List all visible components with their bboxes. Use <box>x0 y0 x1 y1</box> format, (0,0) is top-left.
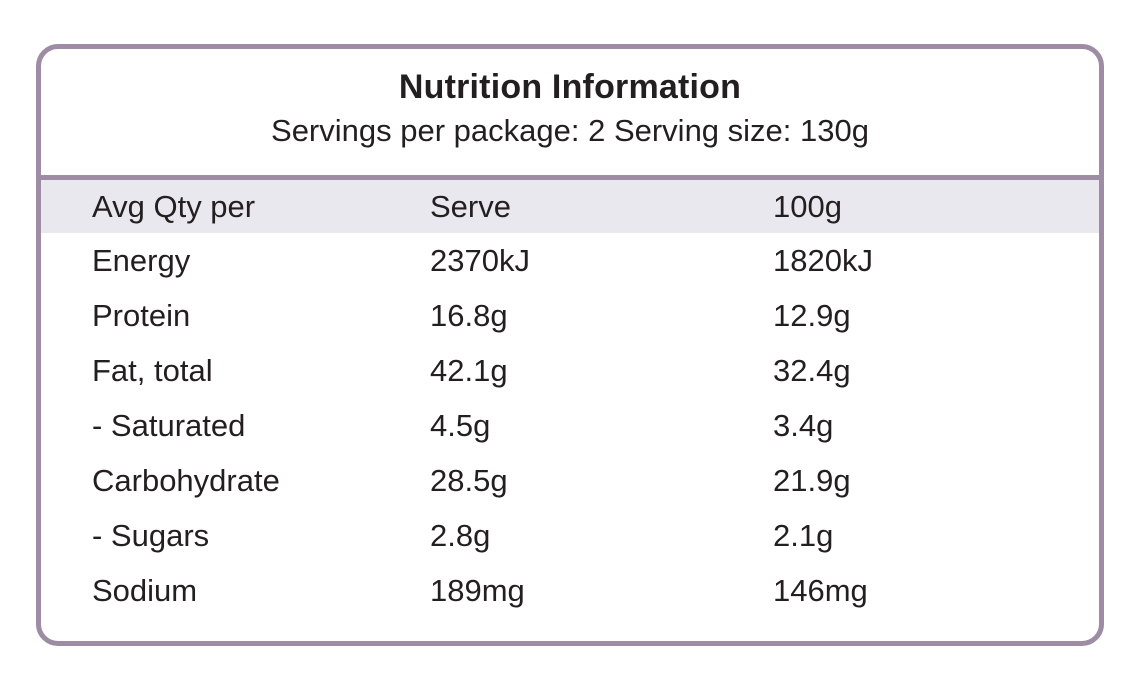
row-serve-value: 42.1g <box>430 352 508 388</box>
row-label: Carbohydrate <box>92 462 280 498</box>
row-serve-value: 28.5g <box>430 462 508 498</box>
table-row-fat-total: Fat, total 42.1g 32.4g <box>41 343 1099 398</box>
row-label: Fat, total <box>92 352 213 388</box>
header-cell-per100g: 100g <box>773 188 842 224</box>
table-row-carbohydrate: Carbohydrate 28.5g 21.9g <box>41 453 1099 508</box>
table-header-row: Avg Qty per Serve 100g <box>41 180 1099 233</box>
panel-title: Nutrition Information <box>398 68 742 106</box>
table-row-saturated: - Saturated 4.5g 3.4g <box>41 398 1099 453</box>
row-serve-value: 2370kJ <box>430 242 530 278</box>
row-serve-value: 2.8g <box>430 517 491 553</box>
nutrition-panel: Nutrition Information Servings per packa… <box>36 44 1104 646</box>
row-label: - Saturated <box>92 407 246 443</box>
row-label: Sodium <box>92 572 198 608</box>
table-row-sugars: - Sugars 2.8g 2.1g <box>41 508 1099 563</box>
row-per100g-value: 1820kJ <box>773 242 873 278</box>
row-per100g-value: 21.9g <box>773 462 851 498</box>
row-per100g-value: 2.1g <box>773 517 834 553</box>
row-serve-value: 16.8g <box>430 297 508 333</box>
row-serve-value: 4.5g <box>430 407 491 443</box>
header-cell-serve: Serve <box>430 188 511 224</box>
table-row-protein: Protein 16.8g 12.9g <box>41 288 1099 343</box>
row-label: - Sugars <box>92 517 210 553</box>
row-per100g-value: 146mg <box>773 572 868 608</box>
table-row-sodium: Sodium 189mg 146mg <box>41 563 1099 618</box>
row-serve-value: 189mg <box>430 572 525 608</box>
row-label: Energy <box>92 242 191 278</box>
header-cell-label: Avg Qty per <box>92 188 256 224</box>
row-per100g-value: 12.9g <box>773 297 851 333</box>
row-per100g-value: 32.4g <box>773 352 851 388</box>
row-per100g-value: 3.4g <box>773 407 834 443</box>
panel-subtitle: Servings per package: 2 Serving size: 13… <box>271 113 869 148</box>
nutrition-table: Avg Qty per Serve 100g Energy 2370kJ 182… <box>41 180 1099 618</box>
row-label: Protein <box>92 297 191 333</box>
table-row-energy: Energy 2370kJ 1820kJ <box>41 233 1099 288</box>
header-divider <box>41 175 1099 180</box>
